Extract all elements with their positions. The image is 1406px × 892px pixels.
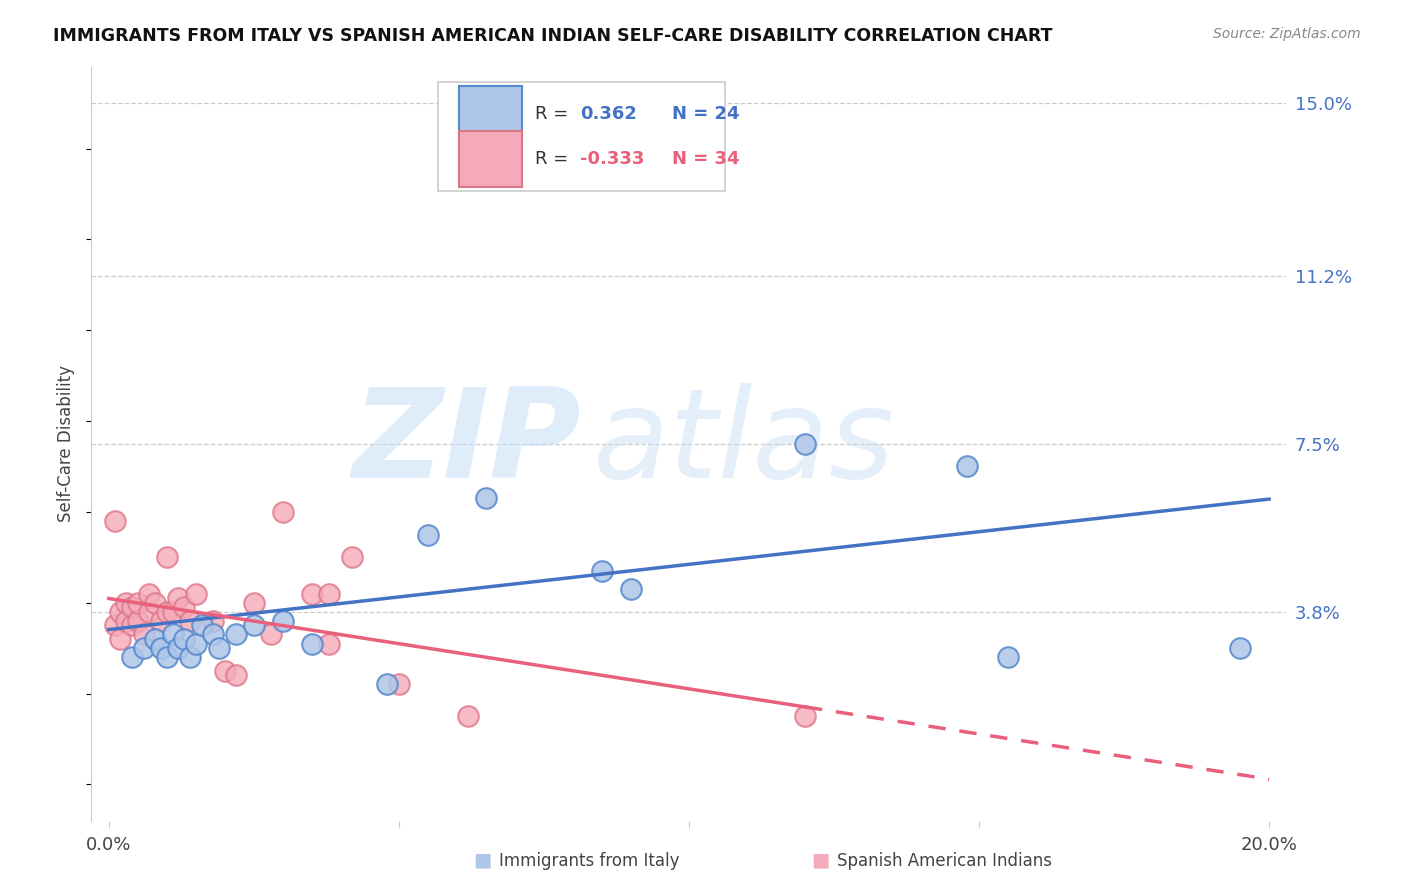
Point [127,614,149,628]
Point [375,677,398,691]
Point [271,614,294,628]
Point [243,618,266,632]
Y-axis label: Self-Care Disability: Self-Care Disability [58,365,76,523]
Point [150,614,173,628]
Point [214,664,236,678]
Point [150,641,173,656]
Point [179,614,201,628]
Point [156,650,179,665]
Point [115,614,138,628]
Point [1229,641,1251,656]
Point [138,586,160,600]
Point [190,618,212,632]
Point [173,632,195,646]
Text: R =: R = [534,105,574,123]
Point [318,636,340,650]
Point [173,600,195,615]
Text: -0.333: -0.333 [581,150,644,168]
Point [956,459,979,474]
Point [167,591,190,606]
Point [162,627,184,641]
Point [416,527,439,541]
Point [127,596,149,610]
Text: N = 24: N = 24 [672,105,740,123]
Point [132,641,155,656]
Point [301,636,323,650]
Text: Immigrants from Italy: Immigrants from Italy [499,852,679,870]
Point [243,596,266,610]
Point [143,632,166,646]
Point [475,491,498,506]
Point [104,514,127,528]
Point [475,151,498,165]
Point [457,709,479,723]
Point [121,650,143,665]
Point [143,596,166,610]
Point [591,564,613,578]
Text: atlas: atlas [593,384,896,504]
Point [794,709,817,723]
Point [342,550,364,565]
Point [132,627,155,641]
FancyBboxPatch shape [460,86,522,143]
Point [110,605,132,619]
Point [620,582,643,596]
Point [225,627,247,641]
Text: 0.362: 0.362 [581,105,637,123]
FancyBboxPatch shape [460,131,522,187]
Text: Spanish American Indians: Spanish American Indians [837,852,1052,870]
Point [202,614,225,628]
Point [208,641,231,656]
Point [318,586,340,600]
Text: IMMIGRANTS FROM ITALY VS SPANISH AMERICAN INDIAN SELF-CARE DISABILITY CORRELATIO: IMMIGRANTS FROM ITALY VS SPANISH AMERICA… [53,27,1053,45]
Point [260,627,283,641]
Point [156,550,179,565]
Point [115,596,138,610]
Point [156,605,179,619]
Point [301,586,323,600]
Text: N = 34: N = 34 [672,150,740,168]
Point [179,650,201,665]
Point [997,650,1019,665]
Text: ■: ■ [811,851,830,870]
Point [104,618,127,632]
Point [388,677,411,691]
Text: R =: R = [534,150,574,168]
Point [271,505,294,519]
Text: ■: ■ [474,851,492,870]
Point [184,636,207,650]
Point [138,605,160,619]
Point [121,618,143,632]
Point [184,586,207,600]
Point [167,641,190,656]
Point [162,605,184,619]
Point [225,668,247,682]
Point [202,627,225,641]
Point [794,437,817,451]
Text: Source: ZipAtlas.com: Source: ZipAtlas.com [1213,27,1361,41]
Text: ZIP: ZIP [353,384,582,504]
FancyBboxPatch shape [437,82,725,191]
Point [110,632,132,646]
Point [121,600,143,615]
